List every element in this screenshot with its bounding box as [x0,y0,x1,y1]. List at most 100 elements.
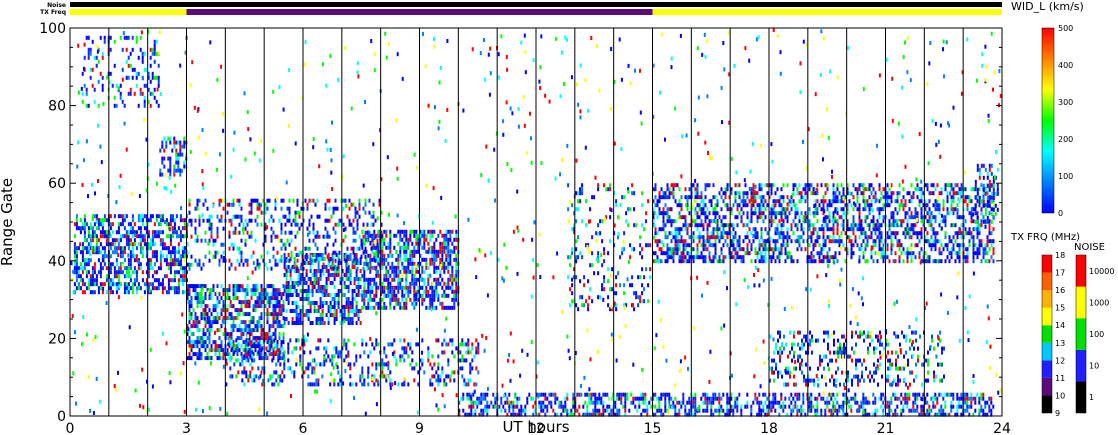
echo-cell [736,191,739,196]
echo-cell [952,235,955,240]
echo-cell [323,285,326,289]
echo-cell [206,316,209,321]
echo-cell [190,218,193,223]
echo-cell [964,187,967,192]
echo-cell [860,404,863,409]
echo-cell [862,412,865,417]
echo-cell [455,285,458,290]
echo-cell [437,362,440,367]
echo-cell [720,231,723,236]
echo-cell [270,284,273,289]
echo-cell [441,261,444,266]
echo-cell [220,340,223,345]
echo-cell [429,257,432,262]
echo-cell [836,239,839,244]
echo-cell [363,285,366,290]
echo-cell [780,207,783,212]
echo-cell [808,187,811,192]
echo-cell [475,338,478,343]
echo-cell [377,257,380,262]
echo-cell [395,233,398,238]
echo-cell [133,238,136,243]
echo-cell [832,235,835,240]
echo-cell [445,285,448,290]
echo-cell [449,273,452,278]
echo-cell [870,191,873,196]
echo-cell [381,253,384,258]
echo-cell [830,203,833,208]
echo-cell [736,396,739,401]
echo-cell [258,336,261,341]
echo-cell [186,332,189,337]
echo-cell [307,382,310,387]
echo-cell [244,258,247,263]
echo-cell [722,231,725,236]
echo-cell [208,292,211,297]
echo-cell [236,258,239,263]
echo-cell [251,358,254,363]
echo-cell [240,320,243,325]
echo-cell [433,253,436,258]
echo-cell [443,237,446,242]
echo-cell [532,412,535,417]
echo-cell [91,230,94,235]
echo-cell [602,404,605,409]
echo-cell [303,281,306,285]
echo-cell [926,392,929,397]
echo-cell [252,292,255,297]
echo-cell [680,235,683,240]
echo-cell [346,246,349,251]
echo-cell [894,235,897,240]
echo-cell [190,262,193,267]
echo-cell [480,412,483,417]
echo-cell [486,400,489,405]
echo-cell [347,265,350,269]
echo-cell [311,261,314,265]
echo-cell [445,382,448,387]
echo-cell [274,262,277,267]
echo-cell [375,245,378,250]
echo-cell [912,392,915,397]
echo-cell [992,227,995,232]
echo-cell [776,211,779,216]
echo-cell [315,273,318,277]
echo-cell [770,400,773,405]
echo-cell [212,254,215,259]
echo-cell [808,396,811,401]
echo-cell [411,281,414,286]
echo-cell [387,241,390,246]
echo-cell [922,203,925,208]
echo-cell [872,195,875,200]
echo-cell [405,285,408,290]
echo-cell [265,354,268,359]
echo-cell [149,214,152,219]
echo-cell [357,317,360,321]
echo-cell [293,265,296,269]
echo-cell [89,274,92,279]
echo-cell [99,270,102,275]
echo-cell [854,187,857,192]
echo-cell [226,332,229,337]
echo-cell [291,301,294,305]
echo-cell [218,258,221,263]
echo-cell [93,222,96,227]
echo-cell [664,195,667,200]
echo-cell [171,218,174,223]
echo-cell [222,316,225,321]
echo-cell [250,340,253,345]
echo-cell [125,282,128,287]
echo-cell [924,207,927,212]
echo-cell [682,396,685,401]
echo-cell [247,350,250,355]
echo-cell [364,230,367,235]
echo-cell [484,408,487,413]
echo-cell [692,412,695,417]
echo-cell [212,316,215,321]
echo-cell [101,222,104,227]
echo-cell [383,273,386,278]
echo-cell [173,258,176,263]
echo-cell [920,191,923,196]
echo-cell [192,324,195,329]
echo-cell [246,230,249,235]
echo-cell [330,214,333,219]
